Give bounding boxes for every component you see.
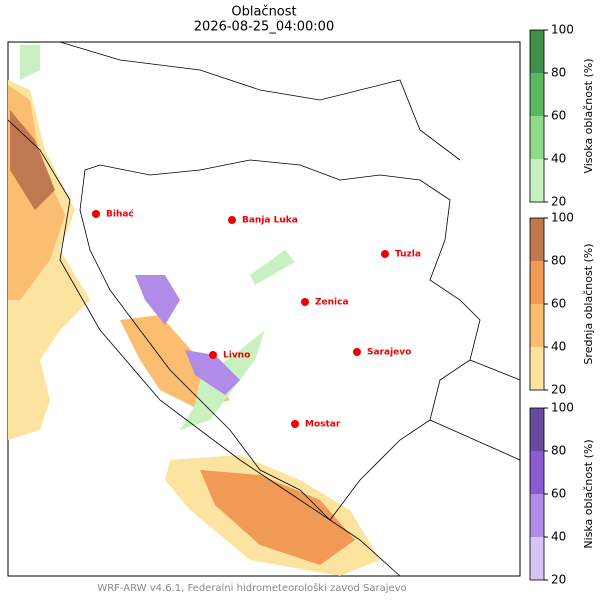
colorbar-segment [530, 30, 544, 73]
cloud-middle [10, 110, 55, 210]
colorbar-tick-label: 20 [551, 573, 566, 587]
cloud-low [135, 275, 240, 395]
city-marker [228, 216, 236, 224]
map [7, 41, 521, 577]
colorbar-segment [530, 494, 544, 537]
colorbar-segment [530, 116, 544, 159]
colorbar-tick-label: 60 [551, 109, 566, 123]
cloud-middle [200, 470, 355, 565]
colorbar-segment [530, 347, 544, 390]
colorbar-tick-label: 80 [551, 254, 566, 268]
colorbar-tick-label: 40 [551, 530, 566, 544]
cities: Bihać Banja Luka Tuzla Zenica Sarajevo Livno M… [92, 209, 421, 430]
colorbar-tick-label: 100 [551, 401, 574, 415]
colorbar-tick-label: 100 [551, 211, 574, 225]
colorbars: 20 40 60 80 100 Visoka oblačnost (%) 20 40 60 80 1… [529, 23, 595, 587]
city-marker [291, 420, 299, 428]
city-label: Sarajevo [367, 348, 411, 358]
colorbar-label: Niska oblačnost (%) [582, 439, 595, 548]
city-marker [209, 351, 217, 359]
colorbar-tick-label: 80 [551, 66, 566, 80]
city-label: Tuzla [395, 250, 421, 260]
city-marker [301, 298, 309, 306]
colorbar-segment [530, 304, 544, 347]
colorbar-tick-label: 100 [551, 23, 574, 37]
colorbar-tick-label: 80 [551, 444, 566, 458]
colorbar-tick-label: 60 [551, 297, 566, 311]
city-label: Bihać [106, 209, 134, 220]
colorbar-tick-label: 20 [551, 383, 566, 397]
city-label: Zenica [315, 298, 349, 308]
colorbar-tick-label: 40 [551, 152, 566, 166]
colorbar-segment [530, 218, 544, 261]
country-border [59, 41, 521, 461]
city-marker [381, 250, 389, 258]
colorbar-segment [530, 159, 544, 202]
city-label: Livno [223, 351, 250, 361]
colorbar-segment [530, 73, 544, 116]
colorbar-label: Visoka oblačnost (%) [582, 58, 595, 173]
colorbar-segment [530, 261, 544, 304]
colorbar-segment [530, 537, 544, 580]
colorbar-segment [530, 408, 544, 451]
city-label: Banja Luka [242, 216, 298, 226]
colorbar-segment [530, 451, 544, 494]
title: Oblačnost [231, 5, 296, 20]
city-marker [92, 210, 100, 218]
coastline [7, 119, 401, 577]
colorbar-label: Srednja oblačnost (%) [582, 243, 595, 364]
city-marker [353, 348, 361, 356]
subtitle: 2026-08-25_04:00:00 [194, 20, 334, 35]
colorbar-tick-label: 60 [551, 487, 566, 501]
footer: WRF-ARW v4.6.1, Federalni hidrometeorolo… [97, 582, 406, 594]
colorbar-tick-label: 40 [551, 340, 566, 354]
colorbar-tick-label: 20 [551, 195, 566, 209]
country-border [79, 159, 481, 521]
city-label: Mostar [305, 420, 341, 430]
